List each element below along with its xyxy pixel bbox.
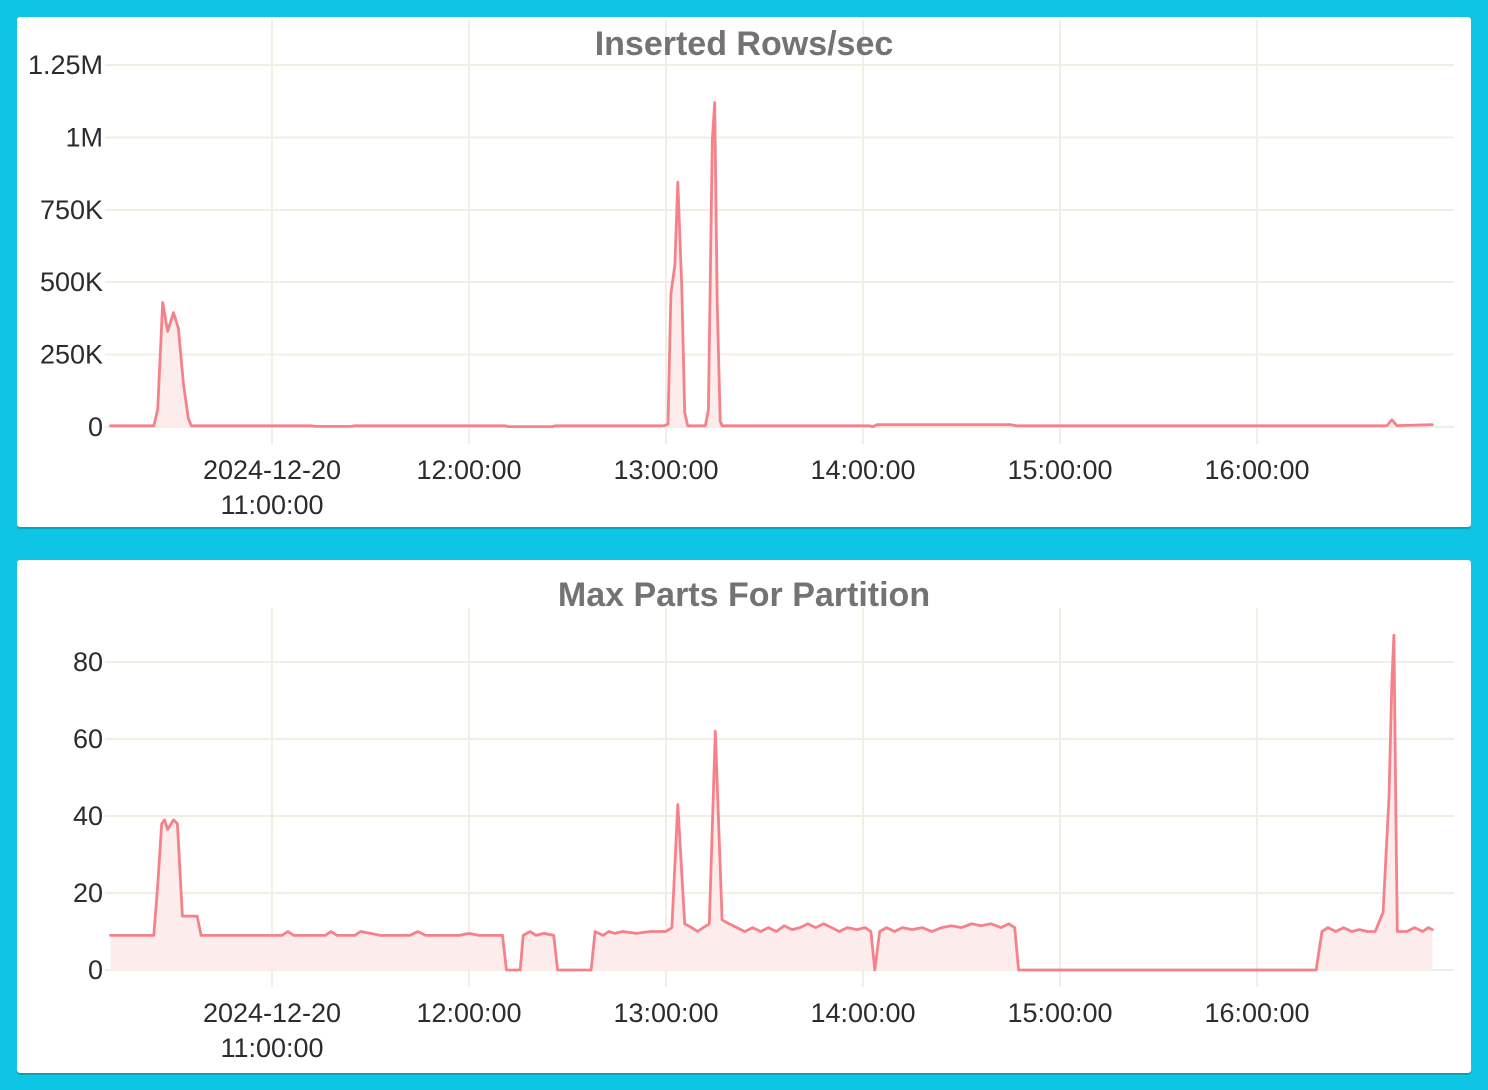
series-area xyxy=(110,102,1433,427)
y-axis-tick-label: 1M xyxy=(65,122,103,152)
y-axis-tick-label: 0 xyxy=(88,955,103,985)
x-axis-tick-label: 2024-12-20 xyxy=(203,455,341,485)
y-axis-tick-label: 250K xyxy=(40,340,103,370)
y-axis-tick-label: 20 xyxy=(73,878,103,908)
x-axis-tick-label: 15:00:00 xyxy=(1007,998,1112,1028)
x-axis-tick-label: 14:00:00 xyxy=(810,455,915,485)
chart-card-max-parts: Max Parts For Partition 0 20 40 60 80 2024-12… xyxy=(17,560,1471,1073)
x-axis-tick-label: 11:00:00 xyxy=(220,490,323,520)
max-parts-chart-canvas[interactable]: 0 20 40 60 80 2024-12-20 11:00:00 12:00:00 13:00… xyxy=(17,560,1471,1073)
y-axis-tick-label: 40 xyxy=(73,801,103,831)
x-axis-tick-label: 16:00:00 xyxy=(1204,998,1309,1028)
x-axis-tick-label: 12:00:00 xyxy=(416,455,521,485)
series-area xyxy=(110,635,1433,970)
dashboard: Inserted Rows/sec 0 250K 500K 750K 1M 1.25M 20… xyxy=(17,17,1471,1073)
series-line xyxy=(109,633,1434,972)
x-axis-tick-label: 13:00:00 xyxy=(613,455,718,485)
x-axis-tick-label: 12:00:00 xyxy=(416,998,521,1028)
x-axis-tick-label: 11:00:00 xyxy=(220,1033,323,1063)
y-axis-tick-label: 500K xyxy=(40,267,103,297)
chart-card-inserted-rows: Inserted Rows/sec 0 250K 500K 750K 1M 1.25M 20… xyxy=(17,17,1471,527)
y-axis-tick-label: 1.25M xyxy=(28,50,103,80)
x-axis-tick-label: 15:00:00 xyxy=(1007,455,1112,485)
x-axis-tick-label: 16:00:00 xyxy=(1204,455,1309,485)
y-axis-tick-label: 0 xyxy=(88,412,103,442)
series-line xyxy=(109,101,1434,428)
x-axis-tick-label: 13:00:00 xyxy=(613,998,718,1028)
y-axis-tick-label: 80 xyxy=(73,647,103,677)
x-axis-tick-label: 2024-12-20 xyxy=(203,998,341,1028)
y-axis-tick-label: 60 xyxy=(73,724,103,754)
x-axis-tick-label: 14:00:00 xyxy=(810,998,915,1028)
inserted-rows-chart-canvas[interactable]: 0 250K 500K 750K 1M 1.25M 2024-12-20 11:00:00 12… xyxy=(17,17,1471,527)
y-axis-tick-label: 750K xyxy=(40,195,103,225)
